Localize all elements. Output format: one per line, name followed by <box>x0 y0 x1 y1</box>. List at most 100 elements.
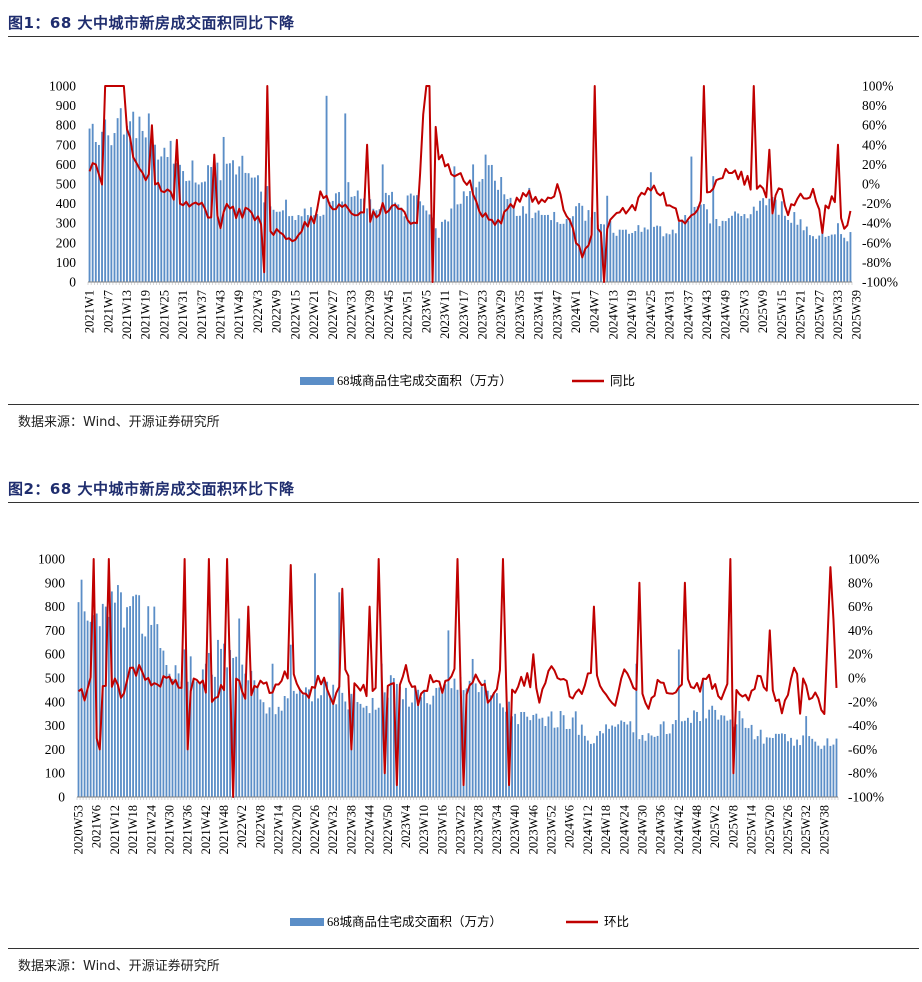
bar <box>629 721 632 797</box>
bar <box>596 735 598 797</box>
bar <box>559 710 562 797</box>
bar <box>677 649 680 797</box>
bar <box>132 111 135 283</box>
bar <box>535 713 538 797</box>
bar <box>494 180 496 282</box>
bar <box>690 722 692 797</box>
bar <box>362 707 365 797</box>
bar <box>459 676 462 797</box>
bar <box>843 237 846 282</box>
bar <box>678 221 680 282</box>
legend-line-label: 同比 <box>610 374 635 388</box>
bar <box>777 733 780 797</box>
bar <box>126 607 128 797</box>
bar <box>612 232 615 282</box>
bar <box>489 695 492 797</box>
bar <box>277 706 280 797</box>
y-left-tick-label: 900 <box>45 575 66 590</box>
bar <box>408 706 410 797</box>
bar <box>635 663 638 797</box>
x-tick-label: 2022W38 <box>344 805 358 854</box>
bar <box>216 162 219 282</box>
bar <box>737 213 740 282</box>
bar <box>280 710 283 797</box>
bar <box>94 141 97 282</box>
bar <box>426 703 429 797</box>
y-left-tick-label: 100 <box>56 255 77 270</box>
y-left-tick-label: 900 <box>56 98 77 113</box>
bar <box>107 616 110 797</box>
bar <box>849 232 852 282</box>
y-left-tick-label: 600 <box>45 647 66 662</box>
bar <box>637 225 640 282</box>
bar <box>157 159 160 282</box>
bar <box>405 687 407 797</box>
bar <box>316 214 319 282</box>
bar <box>429 704 432 797</box>
bar <box>565 728 568 797</box>
bar <box>153 606 156 797</box>
bar <box>641 734 644 797</box>
bar <box>508 701 510 797</box>
bar <box>749 214 752 282</box>
bar <box>621 229 624 282</box>
bar <box>593 743 595 797</box>
bar <box>735 724 738 797</box>
x-tick-label: 2025W15 <box>775 290 789 339</box>
bar <box>534 212 537 282</box>
bar <box>175 162 178 282</box>
bar <box>166 157 169 282</box>
x-tick-label: 2024W18 <box>599 805 613 854</box>
bar <box>447 221 450 282</box>
bar <box>392 678 395 797</box>
bar <box>553 211 556 282</box>
x-tick-label: 2023W52 <box>545 805 559 854</box>
bar <box>484 154 487 282</box>
bar <box>141 633 144 797</box>
x-tick-label: 2024W24 <box>617 804 631 854</box>
x-tick-label: 2023W23 <box>476 290 490 339</box>
bar <box>438 687 441 797</box>
x-tick-label: 2021W25 <box>157 290 171 339</box>
bar <box>92 615 95 797</box>
figure-2-top-rule <box>8 502 919 503</box>
bar <box>717 719 720 797</box>
bar <box>126 125 128 282</box>
bar <box>650 735 653 797</box>
bar <box>529 720 532 797</box>
bar <box>832 744 835 797</box>
bar <box>615 235 618 282</box>
bar <box>281 210 284 282</box>
chart-1-yoy-line <box>88 85 852 283</box>
bar <box>198 681 201 797</box>
bar <box>353 196 356 282</box>
bar <box>790 737 792 797</box>
bar <box>547 716 550 797</box>
bar <box>135 594 138 797</box>
bar <box>347 182 350 282</box>
bar <box>110 591 113 797</box>
x-tick-label: 2025W39 <box>850 290 864 339</box>
x-tick-label: 2021W36 <box>181 805 195 854</box>
bar <box>179 164 181 282</box>
figure-2-title: 图2：68 大中城市新房成交面积环比下降 <box>8 480 295 498</box>
x-tick-label: 2021W18 <box>126 805 140 854</box>
y-right-tick-label: -60% <box>862 235 891 250</box>
y-left-tick-label: 0 <box>58 790 65 805</box>
bar <box>687 717 689 797</box>
bar <box>428 214 431 282</box>
bar <box>740 216 743 282</box>
bar <box>417 689 419 797</box>
bar <box>774 199 777 282</box>
bar <box>765 737 768 797</box>
bar <box>472 164 475 282</box>
bar <box>714 709 717 797</box>
bar <box>107 135 110 282</box>
bar <box>447 630 450 797</box>
x-tick-label: 2021W42 <box>199 805 213 854</box>
bar <box>568 218 571 282</box>
bar <box>156 624 159 797</box>
bar <box>771 737 774 797</box>
bar <box>269 206 272 282</box>
bar <box>586 740 589 797</box>
